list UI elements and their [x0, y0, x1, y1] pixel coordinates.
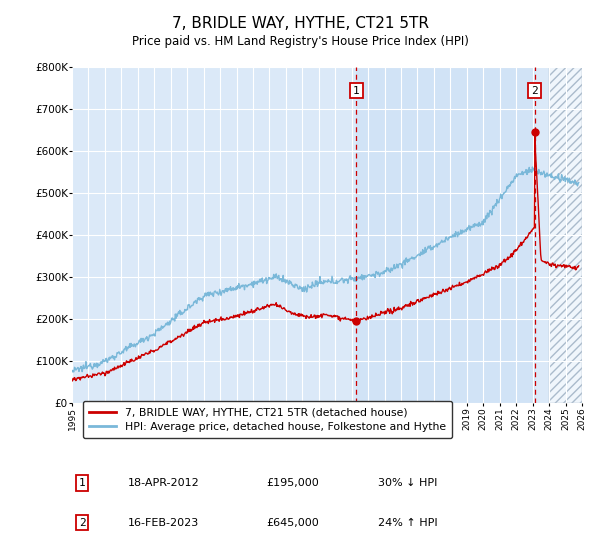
- Text: 16-FEB-2023: 16-FEB-2023: [128, 517, 199, 528]
- Text: 2: 2: [79, 517, 86, 528]
- Bar: [549, 67, 582, 403]
- Text: 24% ↑ HPI: 24% ↑ HPI: [378, 517, 437, 528]
- Text: 2: 2: [531, 86, 538, 96]
- Text: Price paid vs. HM Land Registry's House Price Index (HPI): Price paid vs. HM Land Registry's House …: [131, 35, 469, 48]
- Bar: [356, 67, 535, 403]
- Text: £195,000: £195,000: [266, 478, 319, 488]
- Text: £645,000: £645,000: [266, 517, 319, 528]
- Text: 18-APR-2012: 18-APR-2012: [128, 478, 200, 488]
- Text: 1: 1: [79, 478, 86, 488]
- Bar: [549, 67, 582, 403]
- Text: 30% ↓ HPI: 30% ↓ HPI: [378, 478, 437, 488]
- Legend: 7, BRIDLE WAY, HYTHE, CT21 5TR (detached house), HPI: Average price, detached ho: 7, BRIDLE WAY, HYTHE, CT21 5TR (detached…: [83, 401, 452, 438]
- Text: 1: 1: [353, 86, 360, 96]
- Text: 7, BRIDLE WAY, HYTHE, CT21 5TR: 7, BRIDLE WAY, HYTHE, CT21 5TR: [172, 16, 428, 31]
